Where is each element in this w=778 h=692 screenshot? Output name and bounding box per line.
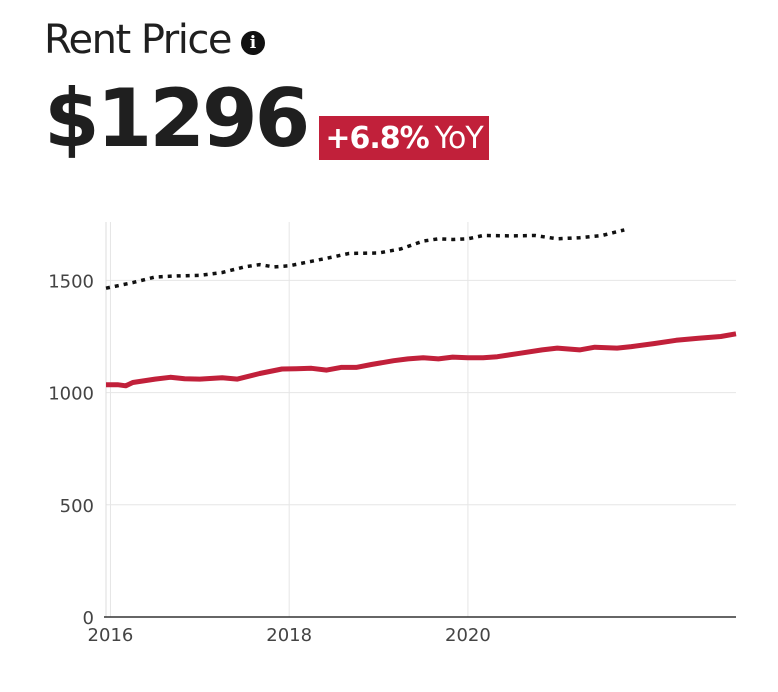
rent-price-series-line [106,331,737,389]
y-tick-label-500: 500 [60,496,94,517]
x-tick-label-2020: 2020 [445,625,491,646]
x-tick-label-2016: 2016 [88,625,134,646]
info-icon[interactable]: i [240,31,265,55]
title-row: Rent Price i [44,14,265,66]
page-title: Rent Price [44,17,232,63]
change-period-label: YoY [434,120,484,156]
header: Rent Price i [44,14,265,66]
comparison-series-line [105,228,625,290]
y-tick-label-1500: 1500 [48,271,94,292]
x-tick-label-2018: 2018 [266,625,312,646]
y-tick-label-1000: 1000 [48,384,94,405]
change-percent: +6.8% [325,120,429,156]
yoy-change-badge: +6.8% YoY [319,116,489,160]
price-row: $1296 +6.8% YoY [44,76,489,162]
current-price: $1296 [44,72,310,165]
y-tick-label-0: 0 [83,608,94,629]
